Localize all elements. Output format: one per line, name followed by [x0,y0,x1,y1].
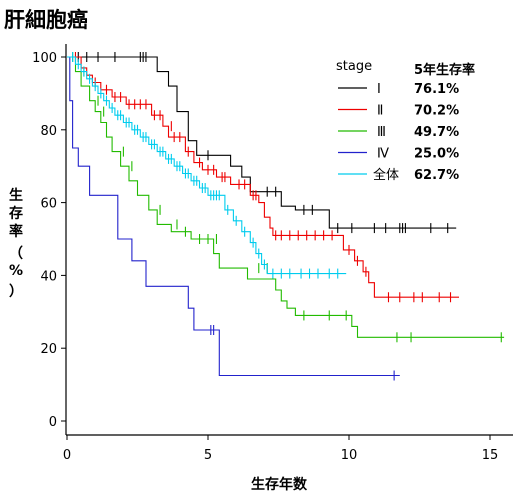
series-1 [67,52,457,234]
plot-area [67,52,505,381]
legend-series-name: Ⅳ [377,147,389,162]
survival-curve [67,56,400,377]
survival-curve [67,56,505,338]
y-axis-label-char: ） [9,284,23,300]
legend-rate-header: 5年生存率 [414,62,475,78]
x-tick-label: 10 [341,448,358,463]
x-tick-label: 5 [204,448,212,463]
series-2 [67,52,459,303]
y-tick-label: 40 [40,269,57,284]
series-3 [67,52,505,343]
y-tick-label: 100 [32,51,57,66]
legend-series-name: Ⅰ [377,82,381,97]
legend-series-rate: 25.0% [414,147,459,162]
axes: 0 20 40 60 80 100 0 5 10 15 生存率 （% ） [9,44,513,463]
legend-series-name: Ⅱ [377,104,383,119]
legend: stage 5年生存率 Ⅰ 76.1% Ⅱ 70.2% Ⅲ 49.7% Ⅳ 25.0% 全体 62.7… [336,59,475,183]
legend-series-rate: 62.7% [414,168,459,183]
legend-series-name: Ⅲ [377,125,386,140]
y-axis-label-char: 生 [9,187,23,204]
y-axis-label-char: % [9,263,23,279]
chart-title: 肝細胞癌 [4,8,88,32]
y-axis-label-char: 存 [9,205,23,222]
y-tick-label: 60 [40,197,57,212]
series-5 [67,52,347,279]
y-axis-label-char: 率 [9,223,23,240]
series-4 [67,56,400,381]
legend-series-rate: 49.7% [414,125,459,140]
y-axis-label-char: （ [9,246,23,262]
x-tick-label: 15 [482,448,499,463]
y-tick-label: 80 [40,124,57,139]
legend-series-rate: 76.1% [414,82,459,97]
survival-curve [67,56,459,298]
y-tick-label: 0 [49,415,57,430]
x-axis-label: 生存年数 [251,476,308,493]
x-tick-label: 0 [63,448,71,463]
legend-series-name: 全体 [373,167,399,183]
legend-series-rate: 70.2% [414,104,459,119]
legend-header: stage [336,59,372,74]
survival-curve [67,56,457,229]
y-tick-label: 20 [40,342,57,357]
survival-curve [67,56,347,275]
